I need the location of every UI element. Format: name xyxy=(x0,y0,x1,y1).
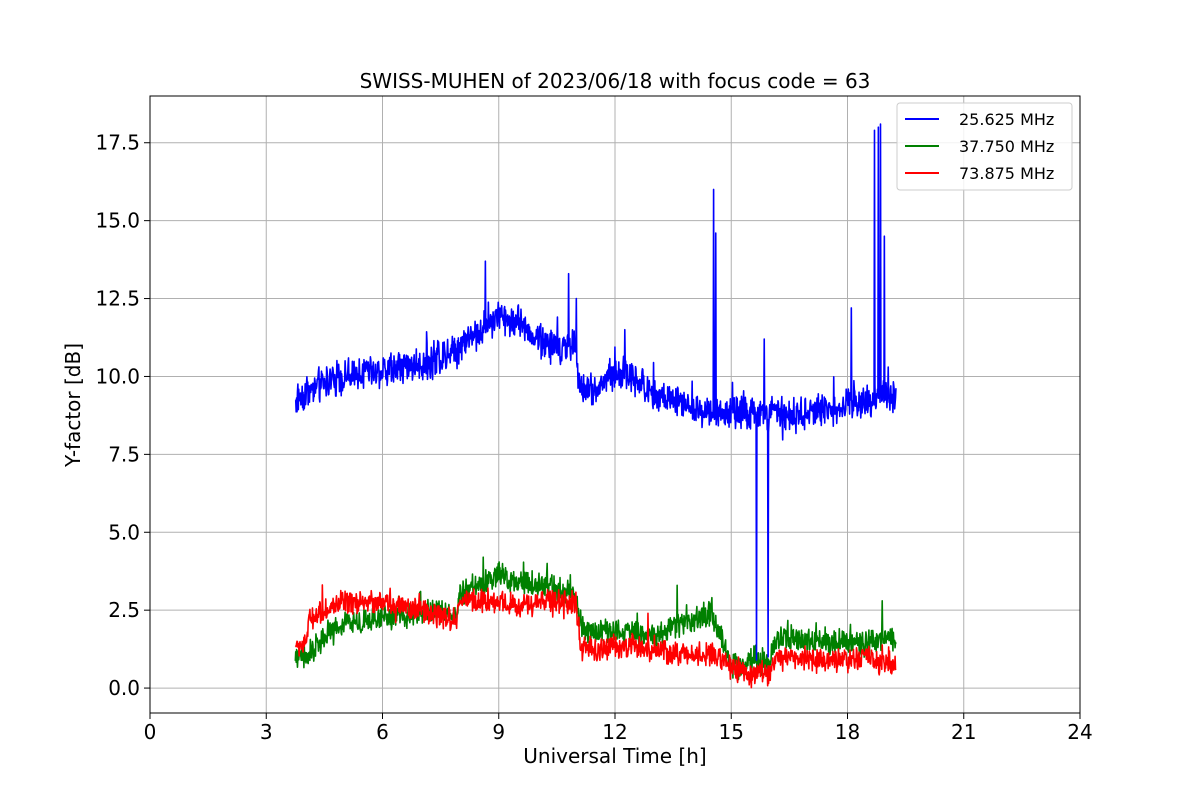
x-tick-label: 0 xyxy=(144,720,157,744)
y-tick-label: 2.5 xyxy=(108,598,140,622)
x-tick-label: 9 xyxy=(492,720,505,744)
x-axis-label: Universal Time [h] xyxy=(523,744,706,768)
legend-label-0: 25.625 MHz xyxy=(959,110,1054,129)
x-tick-label: 6 xyxy=(376,720,389,744)
series-layer xyxy=(294,123,897,689)
y-axis-label: Y-factor [dB] xyxy=(61,343,85,468)
legend: 25.625 MHz 37.750 MHz 73.875 MHz xyxy=(896,102,1073,191)
y-tick-label: 15.0 xyxy=(95,209,140,233)
y-tick-label: 12.5 xyxy=(95,287,140,311)
x-tick-label: 3 xyxy=(260,720,273,744)
x-tick-label: 24 xyxy=(1067,720,1092,744)
legend-box xyxy=(896,102,1073,191)
y-axis: 0.0 2.5 5.0 7.5 10.0 12.5 15.0 17.5 xyxy=(95,131,150,700)
x-axis: 0 3 6 9 12 15 18 21 24 xyxy=(144,713,1093,744)
legend-label-1: 37.750 MHz xyxy=(959,137,1054,156)
series-line-0 xyxy=(294,123,897,661)
legend-label-2: 73.875 MHz xyxy=(959,164,1054,183)
x-tick-label: 21 xyxy=(951,720,976,744)
y-tick-label: 0.0 xyxy=(108,676,140,700)
x-tick-label: 15 xyxy=(719,720,744,744)
y-tick-label: 10.0 xyxy=(95,364,140,388)
x-tick-label: 12 xyxy=(602,720,627,744)
y-tick-label: 17.5 xyxy=(95,131,140,155)
y-tick-label: 5.0 xyxy=(108,520,140,544)
y-tick-label: 7.5 xyxy=(108,442,140,466)
x-tick-label: 18 xyxy=(835,720,860,744)
chart-title: SWISS-MUHEN of 2023/06/18 with focus cod… xyxy=(360,69,871,93)
series-line-2 xyxy=(294,584,897,689)
